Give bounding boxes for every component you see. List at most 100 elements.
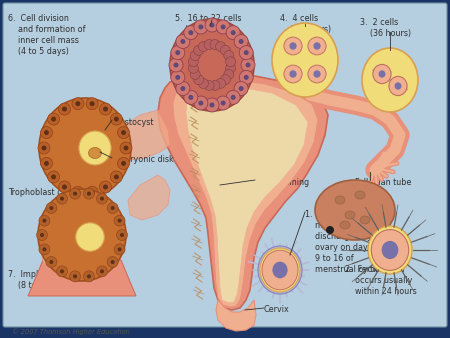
Ellipse shape <box>180 39 185 44</box>
Ellipse shape <box>60 197 64 201</box>
Ellipse shape <box>220 75 230 84</box>
Ellipse shape <box>284 37 302 55</box>
Ellipse shape <box>114 215 125 226</box>
Polygon shape <box>128 175 170 220</box>
Ellipse shape <box>46 257 57 267</box>
Ellipse shape <box>62 185 67 190</box>
Ellipse shape <box>189 63 198 73</box>
Ellipse shape <box>98 246 106 264</box>
Ellipse shape <box>308 37 326 55</box>
Ellipse shape <box>117 158 130 169</box>
Ellipse shape <box>42 246 50 264</box>
Ellipse shape <box>38 142 50 154</box>
Ellipse shape <box>51 174 56 179</box>
Ellipse shape <box>60 269 64 273</box>
Ellipse shape <box>90 101 94 106</box>
Ellipse shape <box>190 51 200 61</box>
Ellipse shape <box>340 221 350 229</box>
Ellipse shape <box>120 233 124 237</box>
Text: Fallopian tube: Fallopian tube <box>355 178 411 187</box>
Ellipse shape <box>117 127 130 139</box>
Ellipse shape <box>362 48 418 112</box>
Ellipse shape <box>171 46 185 59</box>
Ellipse shape <box>258 246 302 294</box>
Ellipse shape <box>210 102 215 107</box>
Ellipse shape <box>42 219 46 223</box>
Ellipse shape <box>50 260 54 264</box>
Ellipse shape <box>117 219 122 223</box>
Ellipse shape <box>70 271 81 282</box>
Ellipse shape <box>103 106 108 112</box>
Ellipse shape <box>313 70 321 78</box>
Ellipse shape <box>169 58 183 72</box>
Ellipse shape <box>100 197 104 201</box>
Ellipse shape <box>189 95 194 100</box>
Ellipse shape <box>72 98 84 110</box>
Ellipse shape <box>87 274 91 279</box>
Ellipse shape <box>175 50 180 55</box>
Polygon shape <box>28 260 136 296</box>
Ellipse shape <box>87 192 91 196</box>
Text: 7.  Implantation
    (8 to 14 days): 7. Implantation (8 to 14 days) <box>8 270 74 290</box>
Polygon shape <box>173 80 318 307</box>
Text: Blastocyst: Blastocyst <box>112 118 153 127</box>
Ellipse shape <box>272 23 338 97</box>
Ellipse shape <box>117 247 122 251</box>
Text: 3.  2 cells
    (36 hours): 3. 2 cells (36 hours) <box>360 18 411 38</box>
Ellipse shape <box>194 96 208 110</box>
Ellipse shape <box>40 127 53 139</box>
Ellipse shape <box>395 82 401 90</box>
Ellipse shape <box>226 90 240 104</box>
Ellipse shape <box>176 81 190 96</box>
Ellipse shape <box>40 158 53 169</box>
Ellipse shape <box>58 181 71 193</box>
Ellipse shape <box>198 78 208 89</box>
Ellipse shape <box>100 269 104 273</box>
Ellipse shape <box>79 131 111 165</box>
Ellipse shape <box>90 190 94 195</box>
Ellipse shape <box>103 185 108 190</box>
Ellipse shape <box>220 45 230 55</box>
Ellipse shape <box>96 266 108 277</box>
Ellipse shape <box>360 216 370 224</box>
Ellipse shape <box>86 98 98 110</box>
Ellipse shape <box>89 147 101 159</box>
Ellipse shape <box>58 103 71 115</box>
Ellipse shape <box>289 70 297 78</box>
Ellipse shape <box>239 46 253 59</box>
Ellipse shape <box>175 75 180 80</box>
Ellipse shape <box>246 63 251 68</box>
Ellipse shape <box>44 130 49 135</box>
Ellipse shape <box>225 57 236 67</box>
Ellipse shape <box>184 90 198 104</box>
Ellipse shape <box>73 192 77 196</box>
Ellipse shape <box>86 186 98 198</box>
Ellipse shape <box>170 19 254 111</box>
Text: Ovary: Ovary <box>352 215 376 224</box>
Ellipse shape <box>389 76 407 96</box>
Ellipse shape <box>231 95 236 100</box>
Ellipse shape <box>51 117 56 122</box>
Ellipse shape <box>39 244 50 255</box>
Ellipse shape <box>38 189 126 281</box>
Ellipse shape <box>198 100 203 105</box>
Text: Embryonic disk: Embryonic disk <box>112 155 174 164</box>
Ellipse shape <box>216 20 230 34</box>
Ellipse shape <box>224 69 234 79</box>
Ellipse shape <box>121 161 126 166</box>
Ellipse shape <box>176 34 190 48</box>
Ellipse shape <box>189 57 198 67</box>
Ellipse shape <box>315 180 395 240</box>
Ellipse shape <box>96 193 108 204</box>
Ellipse shape <box>107 257 118 267</box>
Ellipse shape <box>371 230 409 270</box>
Text: © 2007 Thomson Higher Education: © 2007 Thomson Higher Education <box>12 328 130 335</box>
Ellipse shape <box>36 230 48 241</box>
Ellipse shape <box>326 226 334 234</box>
Ellipse shape <box>241 58 255 72</box>
Ellipse shape <box>50 206 54 210</box>
Ellipse shape <box>190 69 200 79</box>
Polygon shape <box>216 300 256 331</box>
Text: 2.  Fertilization
    occurs usually
    within 24 hours: 2. Fertilization occurs usually within 2… <box>345 265 417 296</box>
Ellipse shape <box>234 81 248 96</box>
